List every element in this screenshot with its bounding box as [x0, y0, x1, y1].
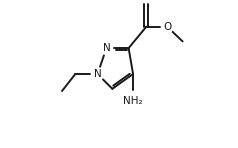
Text: N: N [94, 69, 101, 79]
Text: NH₂: NH₂ [123, 96, 143, 106]
Text: N: N [103, 43, 110, 53]
Text: O: O [163, 22, 171, 32]
